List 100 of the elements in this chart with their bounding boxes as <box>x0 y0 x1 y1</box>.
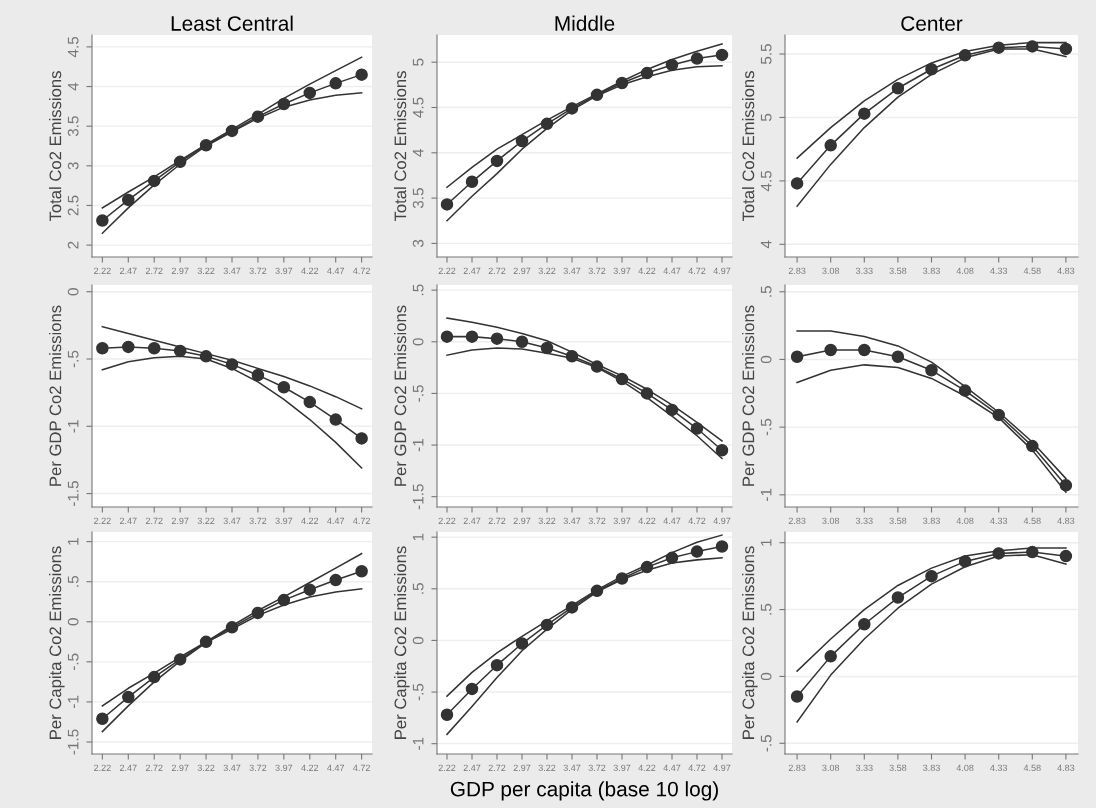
y-tick-label: 4.5 <box>412 97 424 118</box>
x-tick-label: 3.58 <box>889 517 907 525</box>
x-tick-label: 3.08 <box>822 517 840 525</box>
x-tick-label: 2.72 <box>488 267 506 274</box>
y-axis-title: Per GDP Co2 Emissions <box>49 305 62 486</box>
chart-title: Least Central <box>171 15 293 31</box>
x-tick-label: 3.72 <box>249 517 267 525</box>
x-tick-label: 4.08 <box>956 764 974 772</box>
x-tick-label: 4.22 <box>301 764 319 771</box>
x-tick-label: 3.72 <box>249 267 267 275</box>
y-tick-label: -.5 <box>67 653 79 671</box>
y-tick-label: -.5 <box>412 683 424 701</box>
y-tick-label: .5 <box>412 583 424 594</box>
x-tick-label: 3.58 <box>889 267 907 275</box>
y-tick-label: -1 <box>67 420 79 433</box>
x-tick-label: 3.72 <box>588 764 606 772</box>
y-tick-label: 3.5 <box>412 188 424 209</box>
x-tick-label: 3.97 <box>275 764 293 772</box>
x-tick-label: 4.08 <box>956 267 974 275</box>
y-tick-label: 3.5 <box>67 116 79 137</box>
y-tick-label: 2.5 <box>67 195 79 216</box>
x-tick-label: 4.97 <box>713 267 731 275</box>
x-tick-label: 2.83 <box>788 517 806 525</box>
x-tick-label: 4.22 <box>301 267 319 274</box>
x-tick-label: 3.08 <box>822 267 840 275</box>
y-tick-label: 5.5 <box>760 44 772 65</box>
x-tick-label: 4.97 <box>713 517 731 525</box>
x-tick-label: 2.97 <box>171 267 189 275</box>
y-tick-label: -1.5 <box>412 484 424 510</box>
x-tick-label: 4.83 <box>1057 764 1075 772</box>
x-tick-label: 3.47 <box>563 267 581 275</box>
x-tick-label: 3.22 <box>538 517 556 525</box>
x-tick-label: 3.22 <box>197 764 215 772</box>
x-tick-label: 2.72 <box>488 517 506 524</box>
x-tick-label: 3.97 <box>613 267 631 275</box>
y-tick-label: 5 <box>760 113 772 122</box>
x-tick-label: 3.22 <box>538 267 556 275</box>
x-tick-label: 3.47 <box>223 267 241 275</box>
x-tick-label: 2.97 <box>513 517 531 525</box>
x-tick-label: 2.47 <box>463 764 481 771</box>
y-axis-title: Per Capita Co2 Emissions <box>394 546 410 739</box>
x-tick-label: 4.72 <box>688 267 706 274</box>
x-tick-label: 4.22 <box>638 517 656 524</box>
x-tick-label: 4.22 <box>638 267 656 274</box>
y-tick-label: -.5 <box>760 418 772 436</box>
x-tick-label: 3.33 <box>855 517 873 525</box>
x-tick-label: 2.97 <box>171 764 189 772</box>
x-tick-label: 2.83 <box>788 764 806 772</box>
x-tick-label: 4.47 <box>663 764 681 771</box>
y-tick-label: -1 <box>760 488 772 501</box>
y-tick-label: -1 <box>412 439 424 452</box>
x-tick-label: 4.83 <box>1057 267 1075 275</box>
x-tick-label: 3.22 <box>197 267 215 275</box>
x-tick-label: 3.97 <box>275 517 293 525</box>
x-tick-label: 4.47 <box>327 517 345 524</box>
y-axis-title: Total Co2 Emissions <box>49 71 62 222</box>
y-tick-label: 0 <box>760 672 772 681</box>
y-tick-label: 1 <box>412 533 424 541</box>
x-tick-label: 4.47 <box>327 267 345 274</box>
x-tick-label: 3.47 <box>223 764 241 772</box>
x-tick-label: 4.72 <box>353 764 370 771</box>
x-tick-label: 3.47 <box>223 517 241 525</box>
y-tick-label: -.5 <box>412 385 424 402</box>
y-tick-label: 0 <box>67 288 79 296</box>
y-tick-label: .5 <box>760 286 772 297</box>
y-tick-label: 4.5 <box>67 36 79 58</box>
y-tick-label: -1 <box>67 695 79 709</box>
y-tick-label: 0 <box>67 618 79 626</box>
x-tick-label: 4.97 <box>713 764 731 772</box>
x-tick-label: 2.97 <box>513 764 531 772</box>
y-tick-label: -1 <box>412 737 424 750</box>
y-tick-label: -.5 <box>67 350 79 368</box>
x-tick-label: 2.72 <box>488 764 506 771</box>
y-tick-label: 4 <box>412 148 424 157</box>
x-tick-label: 2.47 <box>119 764 137 771</box>
x-tick-label: 3.83 <box>923 517 940 525</box>
y-tick-label: 4 <box>67 82 79 91</box>
y-axis-title: Per Capita Co2 Emissions <box>49 546 65 739</box>
x-tick-label: 4.33 <box>990 267 1008 275</box>
chart-title: Middle <box>555 15 615 31</box>
x-tick-label: 4.47 <box>663 517 681 524</box>
x-tick-label: 4.33 <box>990 517 1008 525</box>
x-tick-label: 4.58 <box>1023 764 1041 772</box>
x-tick-label: 4.47 <box>663 267 681 274</box>
x-tick-label: 3.47 <box>563 764 581 772</box>
x-tick-label: 3.97 <box>613 764 631 772</box>
x-tick-label: 4.58 <box>1023 267 1041 275</box>
y-tick-label: .5 <box>412 284 424 296</box>
y-tick-label: 0 <box>760 355 772 364</box>
y-tick-label: 1 <box>67 538 79 545</box>
y-tick-label: 5 <box>412 58 424 66</box>
x-tick-label: 4.72 <box>353 267 370 274</box>
y-axis-title: Per GDP Co2 Emissions <box>742 305 755 486</box>
x-tick-label: 3.33 <box>855 267 873 275</box>
x-tick-label: 4.72 <box>688 764 706 771</box>
x-tick-label: 2.22 <box>94 764 111 771</box>
x-tick-label: 2.22 <box>94 517 111 524</box>
x-tick-label: 4.08 <box>956 517 974 525</box>
y-axis-title: Total Co2 Emissions <box>394 71 407 222</box>
x-tick-label: 3.72 <box>249 764 267 772</box>
